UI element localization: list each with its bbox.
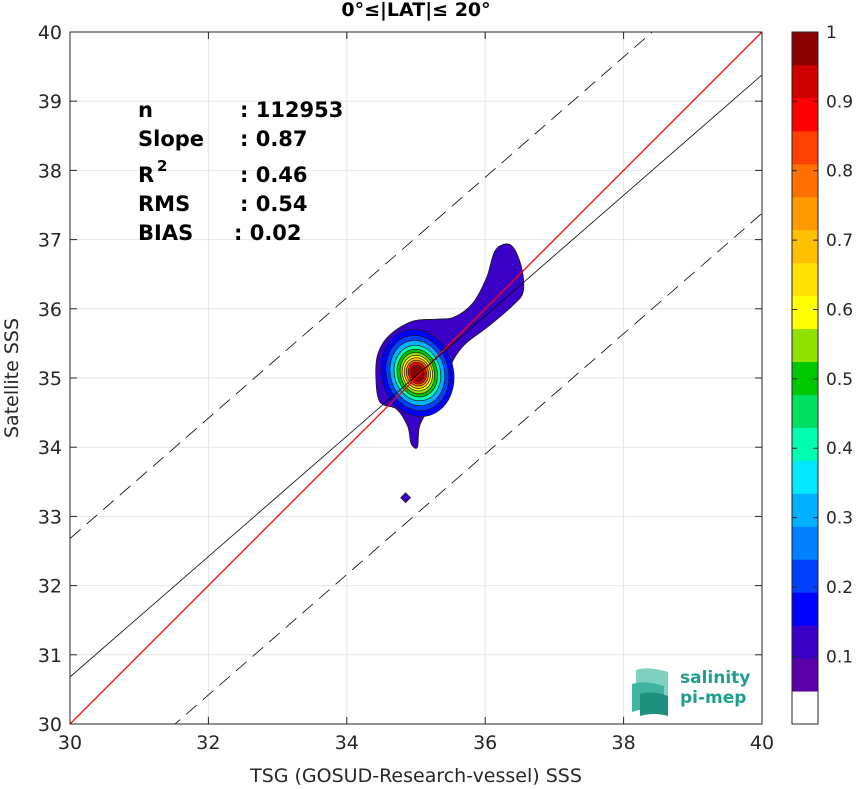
colorbar-frame xyxy=(791,31,819,725)
colorbar-segment xyxy=(792,130,818,165)
stat-label-superscript: 2 xyxy=(157,157,167,175)
fit-lines xyxy=(70,32,762,724)
colorbar-tick-label: 0.9 xyxy=(826,92,853,112)
y-tick-label: 30 xyxy=(38,714,62,736)
y-tick-label: 35 xyxy=(38,368,62,390)
stat-value: : 0.87 xyxy=(240,127,308,151)
x-axis-label: TSG (GOSUD-Research-vessel) SSS xyxy=(249,765,582,787)
x-tick-label: 38 xyxy=(612,732,636,754)
colorbar-tick-label: 0.3 xyxy=(826,509,853,529)
colorbar-segment xyxy=(792,526,818,560)
x-tick-label: 40 xyxy=(750,732,774,754)
y-tick-label: 34 xyxy=(38,437,62,459)
regression-line xyxy=(70,74,762,678)
x-tick-label: 30 xyxy=(58,732,82,754)
colorbar-tick-label: 0.1 xyxy=(826,647,853,667)
stats-box: n : 112953 Slope : 0.87 R 2 : 0.46 RMS : 0.54 BIA… xyxy=(138,98,343,245)
stat-label: Slope xyxy=(138,127,204,151)
identity-line xyxy=(70,32,762,724)
colorbar-segment xyxy=(792,328,818,363)
x-tick-label: 32 xyxy=(196,732,220,754)
y-tick-label: 37 xyxy=(38,230,62,252)
axis-ticks: 30 32 34 36 38 40 30 31 32 33 34 35 36 37 38 39 40 xyxy=(38,22,774,754)
colorbar-segment xyxy=(792,625,818,659)
colorbar-tick-label: 0.7 xyxy=(826,231,853,251)
y-tick-label: 31 xyxy=(38,645,62,667)
y-tick-label: 32 xyxy=(38,576,62,598)
colorbar: 0.1 0.2 0.3 0.4 0.5 0.6 0.7 0.8 0.9 1 xyxy=(791,23,853,725)
y-tick-label: 33 xyxy=(38,506,62,528)
y-tick-label: 36 xyxy=(38,299,62,321)
colorbar-tick-label: 0.5 xyxy=(826,370,853,390)
colorbar-segment xyxy=(792,691,818,725)
colorbar-segment xyxy=(792,493,818,527)
logo-text-pimep: pi-mep xyxy=(680,688,746,708)
colorbar-segment xyxy=(792,592,818,626)
colorbar-segment xyxy=(792,427,818,461)
colorbar-segment xyxy=(792,559,818,593)
y-tick-label: 39 xyxy=(38,91,62,113)
stat-label: R xyxy=(138,163,154,187)
colorbar-segment xyxy=(792,64,818,99)
logo-text-salinity: salinity xyxy=(680,668,750,688)
colorbar-tick-label: 0.2 xyxy=(826,578,853,598)
colorbar-segment xyxy=(792,163,818,198)
stat-label: RMS xyxy=(138,192,190,216)
y-tick-label: 38 xyxy=(38,160,62,182)
chart-title: 0°≤|LAT|≤ 20° xyxy=(341,0,490,21)
colorbar-segment xyxy=(792,295,818,330)
colorbar-segment xyxy=(792,361,818,395)
salinity-pimep-logo: salinity pi-mep xyxy=(632,668,750,716)
x-tick-label: 34 xyxy=(335,732,359,754)
colorbar-segment xyxy=(792,97,818,132)
colorbar-segment xyxy=(792,658,818,692)
colorbar-segment xyxy=(792,32,818,66)
stat-value: : 0.02 xyxy=(234,221,302,245)
colorbar-tick-label: 0.8 xyxy=(826,162,853,182)
colorbar-segment xyxy=(792,262,818,297)
stat-label: BIAS xyxy=(138,221,193,245)
colorbar-tick-label: 1 xyxy=(826,23,837,43)
colorbar-tick-label: 0.6 xyxy=(826,300,853,320)
stat-value: : 0.54 xyxy=(240,192,308,216)
stat-value: : 112953 xyxy=(240,98,343,122)
y-tick-label: 40 xyxy=(38,22,62,44)
logo-wave-front xyxy=(640,692,668,716)
density-isolated-point xyxy=(400,492,412,504)
y-axis-label: Satellite SSS xyxy=(1,318,23,438)
colorbar-segment xyxy=(792,460,818,494)
stat-label: n xyxy=(138,98,153,122)
colorbar-segment xyxy=(792,394,818,428)
x-tick-label: 36 xyxy=(473,732,497,754)
colorbar-tick-label: 0.4 xyxy=(826,439,853,459)
stat-value: : 0.46 xyxy=(240,163,308,187)
colorbar-segment xyxy=(792,196,818,231)
colorbar-segment xyxy=(792,229,818,264)
